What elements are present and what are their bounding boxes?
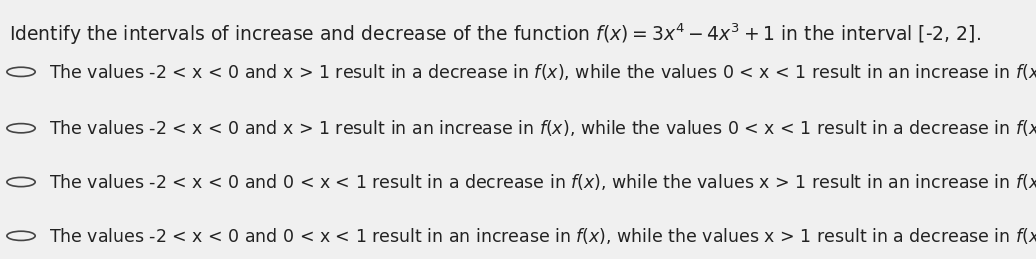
Text: The values -2 < x < 0 and 0 < x < 1 result in an increase in $f(x)$, while the v: The values -2 < x < 0 and 0 < x < 1 resu…: [49, 226, 1036, 246]
Text: The values -2 < x < 0 and x > 1 result in an increase in $f(x)$, while the value: The values -2 < x < 0 and x > 1 result i…: [49, 118, 1036, 138]
Text: The values -2 < x < 0 and x > 1 result in a decrease in $f(x)$, while the values: The values -2 < x < 0 and x > 1 result i…: [49, 62, 1036, 82]
Text: The values -2 < x < 0 and 0 < x < 1 result in a decrease in $f(x)$, while the va: The values -2 < x < 0 and 0 < x < 1 resu…: [49, 172, 1036, 192]
Text: Identify the intervals of increase and decrease of the function $f\left(x\right): Identify the intervals of increase and d…: [9, 22, 981, 47]
